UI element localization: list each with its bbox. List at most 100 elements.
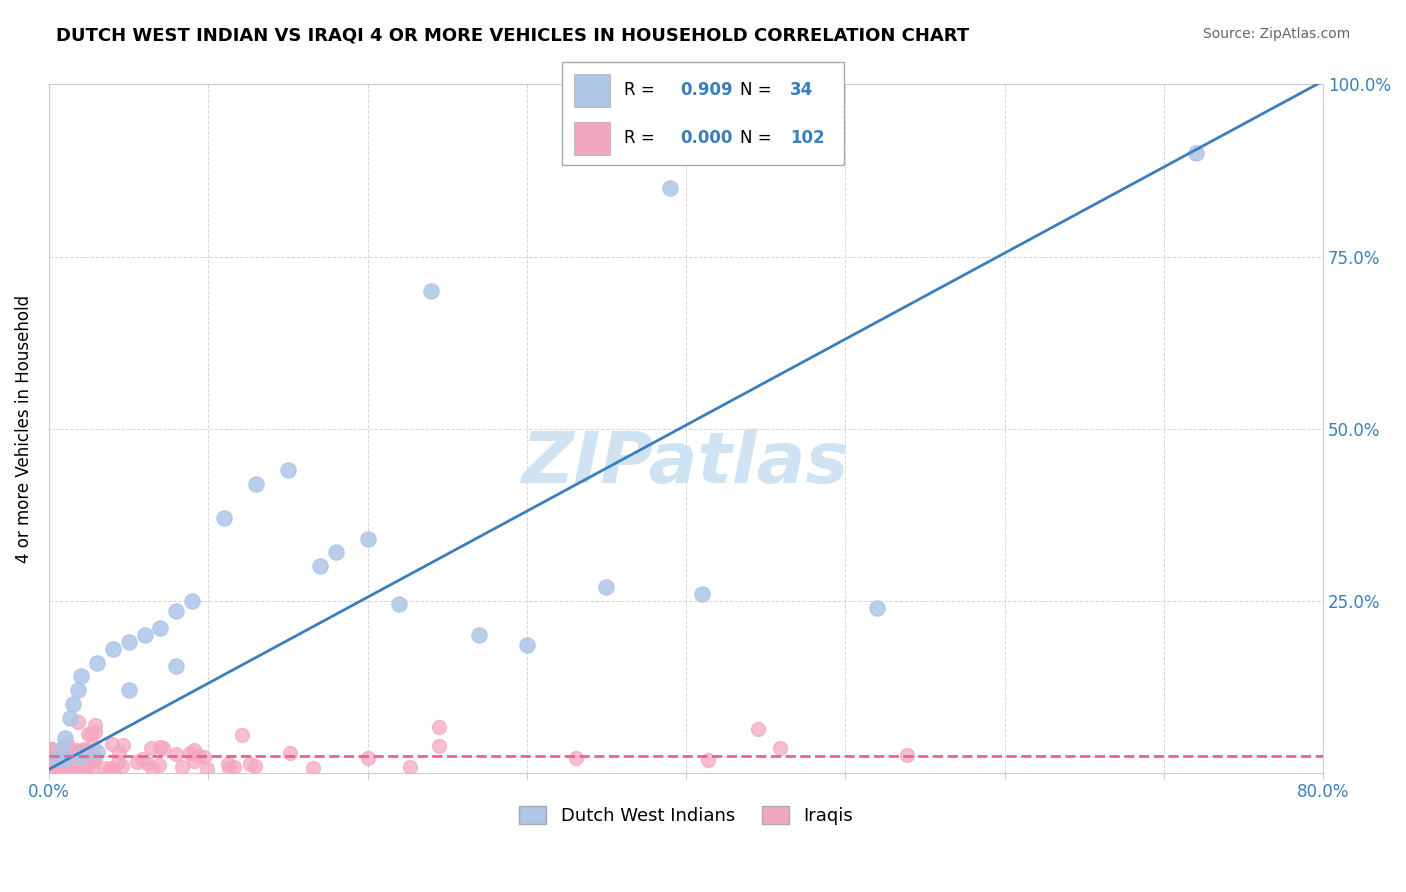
Point	[38, 757, 60, 772]
Point	[70, 756, 93, 771]
Point	[170, 760, 193, 774]
Point	[59, 711, 82, 725]
Point	[62, 745, 84, 759]
Point	[49, 747, 72, 761]
Point	[41, 742, 63, 756]
Point	[565, 751, 588, 765]
Point	[308, 559, 330, 574]
Point	[187, 749, 209, 764]
Text: ZIPatlas: ZIPatlas	[523, 428, 849, 498]
Point	[117, 683, 139, 698]
Text: N =: N =	[740, 129, 776, 147]
Point	[141, 740, 163, 755]
Point	[148, 758, 170, 772]
Point	[39, 742, 62, 756]
Point	[141, 761, 163, 775]
Point	[134, 628, 156, 642]
Point	[53, 752, 76, 766]
Point	[239, 757, 262, 772]
Point	[420, 284, 443, 298]
Point	[149, 739, 172, 754]
Point	[427, 739, 450, 754]
Point	[181, 593, 204, 607]
Point	[217, 757, 239, 772]
Point	[108, 745, 131, 759]
Point	[278, 746, 301, 760]
Point	[107, 755, 129, 769]
Point	[42, 757, 65, 772]
Point	[75, 759, 97, 773]
Point	[75, 764, 97, 778]
Y-axis label: 4 or more Vehicles in Household: 4 or more Vehicles in Household	[15, 294, 32, 563]
Point	[69, 744, 91, 758]
Text: R =: R =	[624, 81, 661, 99]
Point	[56, 745, 79, 759]
Point	[51, 764, 73, 778]
Point	[101, 737, 124, 751]
Text: 34: 34	[790, 81, 814, 99]
Point	[243, 758, 266, 772]
Point	[49, 746, 72, 760]
Point	[59, 746, 82, 760]
Point	[73, 742, 96, 756]
Point	[41, 763, 63, 777]
Point	[53, 740, 76, 755]
Point	[49, 743, 72, 757]
Point	[468, 628, 491, 642]
Point	[131, 752, 153, 766]
FancyBboxPatch shape	[562, 62, 844, 165]
Point	[195, 762, 218, 776]
Text: 0.000: 0.000	[681, 129, 733, 147]
Text: 0.909: 0.909	[681, 81, 733, 99]
Point	[245, 476, 267, 491]
Point	[277, 463, 299, 477]
Point	[86, 656, 108, 670]
Point	[48, 759, 70, 773]
Point	[72, 748, 94, 763]
Point	[41, 756, 63, 770]
Point	[101, 641, 124, 656]
Point	[82, 739, 104, 753]
Point	[301, 761, 323, 775]
Point	[94, 761, 117, 775]
Point	[76, 756, 98, 771]
Point	[183, 742, 205, 756]
Point	[51, 741, 73, 756]
Point	[659, 180, 682, 194]
Point	[136, 756, 159, 771]
Point	[193, 750, 215, 764]
Point	[62, 697, 84, 711]
Point	[59, 758, 82, 772]
Point	[39, 755, 62, 769]
Point	[1184, 146, 1206, 161]
Point	[83, 724, 105, 739]
Point	[690, 587, 713, 601]
Point	[896, 747, 918, 762]
Legend: Dutch West Indians, Iraqis: Dutch West Indians, Iraqis	[512, 798, 860, 832]
Point	[84, 751, 107, 765]
Point	[866, 600, 889, 615]
Text: R =: R =	[624, 129, 661, 147]
Point	[49, 763, 72, 777]
Point	[49, 762, 72, 776]
Point	[769, 740, 792, 755]
Point	[212, 511, 235, 525]
Point	[101, 764, 124, 778]
Point	[325, 545, 347, 559]
FancyBboxPatch shape	[574, 74, 610, 106]
Point	[165, 659, 187, 673]
Point	[399, 759, 422, 773]
Point	[427, 720, 450, 734]
Point	[117, 635, 139, 649]
Point	[65, 742, 87, 756]
Point	[45, 757, 67, 772]
Point	[67, 748, 90, 763]
Point	[149, 621, 172, 635]
Point	[45, 752, 67, 766]
Text: N =: N =	[740, 81, 776, 99]
Point	[152, 740, 174, 755]
Point	[83, 748, 105, 763]
Point	[183, 754, 205, 768]
Point	[747, 722, 769, 736]
Point	[218, 761, 240, 775]
